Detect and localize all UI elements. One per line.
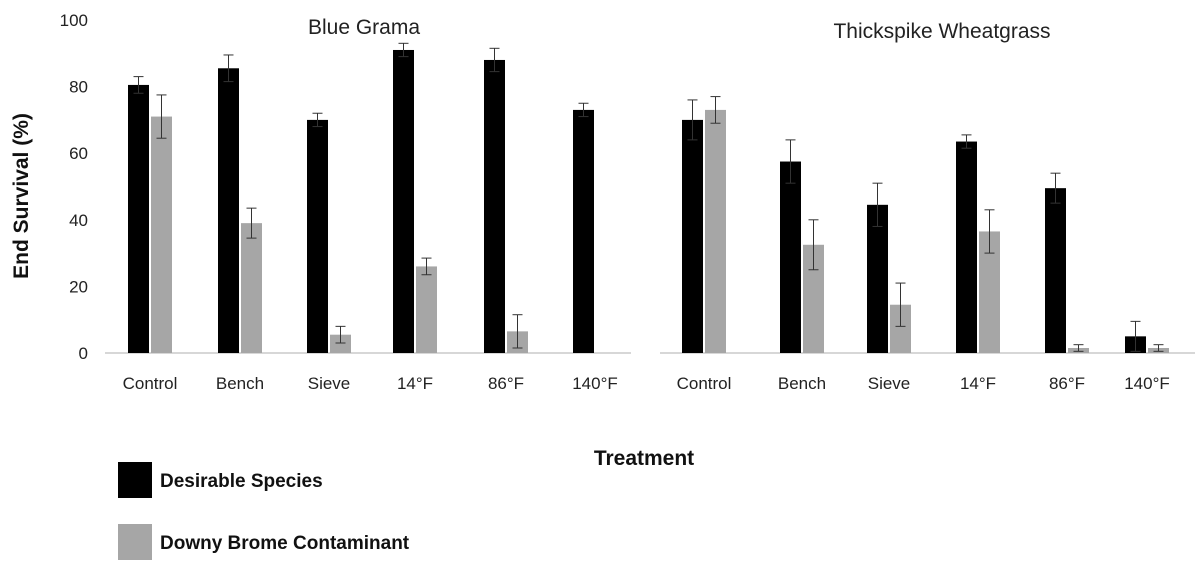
bar-thickspike-wheatgrass-downy-brome-2: [890, 304, 911, 353]
bar-blue-grama-downy-brome-0: [151, 116, 172, 353]
bar-blue-grama-desirable-4: [484, 59, 505, 354]
y-tick-label-100: 100: [60, 11, 88, 30]
x-tick-label-thickspike-wheatgrass-4: 86°F: [1049, 374, 1085, 393]
bar-thickspike-wheatgrass-downy-brome-3: [979, 231, 1000, 353]
legend-label-downy-brome: Downy Brome Contaminant: [160, 533, 410, 554]
legend-item-downy-brome: Downy Brome Contaminant: [118, 524, 538, 564]
x-tick-label-blue-grama-3: 14°F: [397, 374, 433, 393]
bar-blue-grama-desirable-1: [218, 68, 239, 353]
x-tick-label-thickspike-wheatgrass-0: Control: [677, 374, 732, 393]
y-tick-label-60: 60: [69, 144, 88, 163]
legend-item-desirable-species: Desirable Species: [118, 462, 538, 502]
y-tick-label-80: 80: [69, 78, 88, 97]
x-tick-label-thickspike-wheatgrass-5: 140°F: [1124, 374, 1170, 393]
x-axis-title: Treatment: [594, 447, 694, 470]
bar-blue-grama-desirable-2: [307, 119, 328, 354]
bar-blue-grama-desirable-0: [128, 84, 149, 353]
bar-thickspike-wheatgrass-desirable-1: [780, 161, 801, 353]
y-tick-label-0: 0: [79, 344, 88, 363]
bar-thickspike-wheatgrass-desirable-2: [867, 204, 888, 353]
x-tick-label-blue-grama-5: 140°F: [572, 374, 618, 393]
bar-thickspike-wheatgrass-desirable-4: [1045, 188, 1066, 353]
bar-blue-grama-downy-brome-2: [330, 334, 351, 353]
x-tick-label-thickspike-wheatgrass-3: 14°F: [960, 374, 996, 393]
x-tick-label-thickspike-wheatgrass-1: Bench: [778, 374, 826, 393]
bar-thickspike-wheatgrass-downy-brome-0: [705, 109, 726, 353]
bar-thickspike-wheatgrass-desirable-0: [682, 119, 703, 354]
panel-title-blue-grama: Blue Grama: [308, 16, 420, 39]
bar-blue-grama-downy-brome-1: [241, 223, 262, 353]
legend-swatch-downy-brome: [118, 524, 152, 560]
y-tick-label-20: 20: [69, 277, 88, 296]
y-axis-title: End Survival (%): [10, 113, 33, 279]
x-tick-label-blue-grama-0: Control: [123, 374, 178, 393]
panel-title-thickspike-wheatgrass: Thickspike Wheatgrass: [833, 20, 1050, 43]
x-tick-label-blue-grama-2: Sieve: [308, 374, 351, 393]
bar-thickspike-wheatgrass-desirable-3: [956, 141, 977, 353]
x-tick-label-thickspike-wheatgrass-2: Sieve: [868, 374, 911, 393]
bar-blue-grama-desirable-3: [393, 49, 414, 353]
bar-blue-grama-downy-brome-3: [416, 266, 437, 353]
bar-thickspike-wheatgrass-downy-brome-1: [803, 244, 824, 353]
y-tick-label-40: 40: [69, 211, 88, 230]
legend-label-desirable-species: Desirable Species: [160, 471, 323, 492]
bar-blue-grama-desirable-5: [573, 109, 594, 353]
legend-swatch-desirable-species: [118, 462, 152, 498]
x-tick-label-blue-grama-4: 86°F: [488, 374, 524, 393]
x-tick-label-blue-grama-1: Bench: [216, 374, 264, 393]
